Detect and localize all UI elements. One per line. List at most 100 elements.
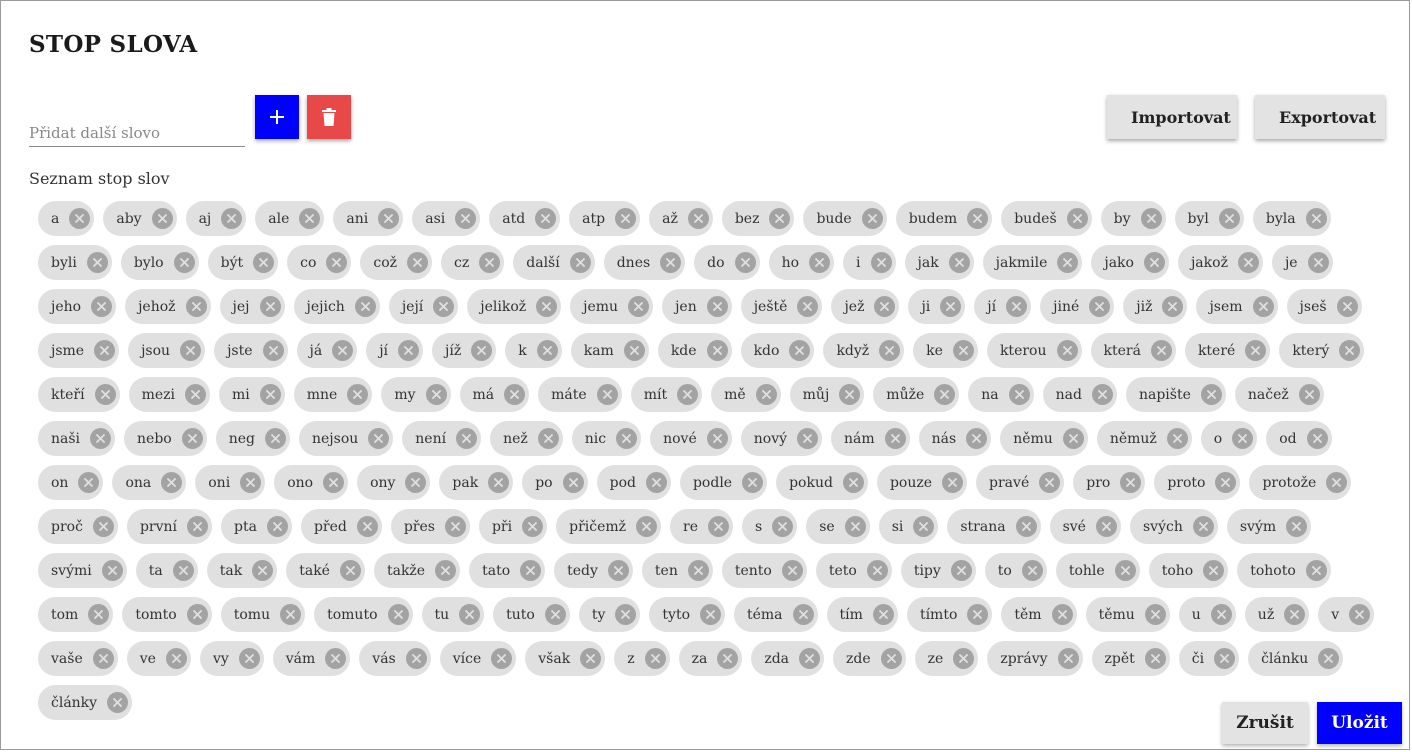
remove-word-icon[interactable] — [262, 340, 284, 361]
remove-word-icon[interactable] — [1057, 252, 1079, 273]
remove-word-icon[interactable] — [1143, 252, 1165, 273]
remove-word-icon[interactable] — [488, 472, 510, 493]
remove-word-icon[interactable] — [615, 604, 637, 625]
remove-word-icon[interactable] — [1232, 428, 1254, 449]
remove-word-icon[interactable] — [1089, 296, 1111, 317]
remove-word-icon[interactable] — [504, 384, 526, 405]
remove-word-icon[interactable] — [107, 692, 129, 713]
remove-word-icon[interactable] — [636, 516, 658, 537]
remove-word-icon[interactable] — [645, 472, 667, 493]
remove-word-icon[interactable] — [872, 604, 894, 625]
remove-word-icon[interactable] — [1214, 648, 1236, 669]
remove-word-icon[interactable] — [769, 208, 791, 229]
remove-word-icon[interactable] — [433, 296, 455, 317]
remove-word-icon[interactable] — [772, 516, 794, 537]
remove-word-icon[interactable] — [455, 208, 477, 229]
remove-word-icon[interactable] — [1150, 340, 1172, 361]
remove-word-icon[interactable] — [299, 208, 321, 229]
remove-word-icon[interactable] — [1307, 252, 1329, 273]
remove-word-icon[interactable] — [94, 384, 116, 405]
remove-word-icon[interactable] — [1286, 516, 1308, 537]
remove-word-icon[interactable] — [1305, 208, 1327, 229]
remove-word-icon[interactable] — [1039, 472, 1061, 493]
remove-word-icon[interactable] — [874, 296, 896, 317]
remove-word-icon[interactable] — [368, 428, 390, 449]
remove-word-icon[interactable] — [615, 208, 637, 229]
remove-word-icon[interactable] — [1326, 472, 1348, 493]
remove-word-icon[interactable] — [1318, 648, 1340, 669]
remove-word-icon[interactable] — [1144, 648, 1166, 669]
remove-word-icon[interactable] — [1245, 340, 1267, 361]
remove-word-icon[interactable] — [1066, 208, 1088, 229]
remove-word-icon[interactable] — [354, 296, 376, 317]
remove-word-icon[interactable] — [687, 208, 709, 229]
remove-word-icon[interactable] — [866, 560, 888, 581]
remove-word-icon[interactable] — [623, 340, 645, 361]
remove-word-icon[interactable] — [471, 340, 493, 361]
remove-word-icon[interactable] — [92, 648, 114, 669]
remove-word-icon[interactable] — [479, 252, 501, 273]
remove-word-icon[interactable] — [240, 472, 262, 493]
remove-word-icon[interactable] — [1284, 604, 1306, 625]
remove-word-icon[interactable] — [687, 560, 709, 581]
remove-word-icon[interactable] — [706, 296, 728, 317]
remove-word-icon[interactable] — [407, 252, 429, 273]
remove-word-icon[interactable] — [522, 516, 544, 537]
remove-word-icon[interactable] — [967, 208, 989, 229]
remove-word-icon[interactable] — [660, 252, 682, 273]
remove-word-icon[interactable] — [1215, 472, 1237, 493]
remove-word-icon[interactable] — [792, 604, 814, 625]
remove-word-icon[interactable] — [940, 296, 962, 317]
remove-word-icon[interactable] — [1008, 384, 1030, 405]
remove-word-icon[interactable] — [86, 252, 108, 273]
remove-word-icon[interactable] — [644, 648, 666, 669]
remove-word-icon[interactable] — [172, 560, 194, 581]
remove-word-icon[interactable] — [187, 516, 208, 537]
remove-word-icon[interactable] — [1095, 516, 1117, 537]
remove-word-icon[interactable] — [1349, 604, 1371, 625]
remove-word-icon[interactable] — [708, 516, 730, 537]
remove-word-icon[interactable] — [88, 604, 110, 625]
remove-word-icon[interactable] — [537, 428, 559, 449]
remove-word-icon[interactable] — [165, 648, 187, 669]
remove-word-icon[interactable] — [1203, 560, 1225, 581]
remove-word-icon[interactable] — [870, 252, 892, 273]
remove-word-icon[interactable] — [1021, 560, 1043, 581]
remove-word-icon[interactable] — [628, 296, 650, 317]
remove-word-icon[interactable] — [185, 296, 207, 317]
remove-word-icon[interactable] — [459, 604, 481, 625]
remove-word-icon[interactable] — [596, 384, 618, 405]
remove-word-icon[interactable] — [799, 648, 821, 669]
remove-word-icon[interactable] — [1166, 428, 1188, 449]
remove-word-icon[interactable] — [91, 296, 113, 317]
remove-word-icon[interactable] — [948, 252, 970, 273]
remove-word-icon[interactable] — [161, 472, 183, 493]
remove-word-icon[interactable] — [535, 208, 557, 229]
remove-word-icon[interactable] — [580, 648, 602, 669]
remove-word-icon[interactable] — [717, 648, 739, 669]
remove-word-icon[interactable] — [1162, 296, 1184, 317]
remove-word-icon[interactable] — [1200, 384, 1222, 405]
remove-word-icon[interactable] — [967, 604, 989, 625]
remove-word-icon[interactable] — [347, 384, 369, 405]
remove-word-icon[interactable] — [356, 516, 378, 537]
remove-word-icon[interactable] — [781, 560, 803, 581]
remove-word-icon[interactable] — [151, 208, 173, 229]
remove-word-icon[interactable] — [280, 604, 302, 625]
remove-word-icon[interactable] — [259, 384, 281, 405]
remove-word-icon[interactable] — [1144, 604, 1166, 625]
remove-word-icon[interactable] — [953, 648, 975, 669]
remove-word-icon[interactable] — [405, 648, 427, 669]
remove-word-icon[interactable] — [1062, 428, 1084, 449]
remove-word-icon[interactable] — [1336, 296, 1358, 317]
import-button[interactable]: Importovat — [1107, 95, 1237, 139]
remove-word-icon[interactable] — [544, 604, 566, 625]
remove-word-icon[interactable] — [844, 516, 866, 537]
remove-word-icon[interactable] — [491, 648, 513, 669]
remove-word-icon[interactable] — [326, 252, 348, 273]
remove-word-icon[interactable] — [734, 252, 756, 273]
remove-word-icon[interactable] — [913, 516, 935, 537]
remove-word-icon[interactable] — [755, 384, 777, 405]
remove-word-icon[interactable] — [706, 340, 728, 361]
remove-word-icon[interactable] — [185, 384, 206, 405]
